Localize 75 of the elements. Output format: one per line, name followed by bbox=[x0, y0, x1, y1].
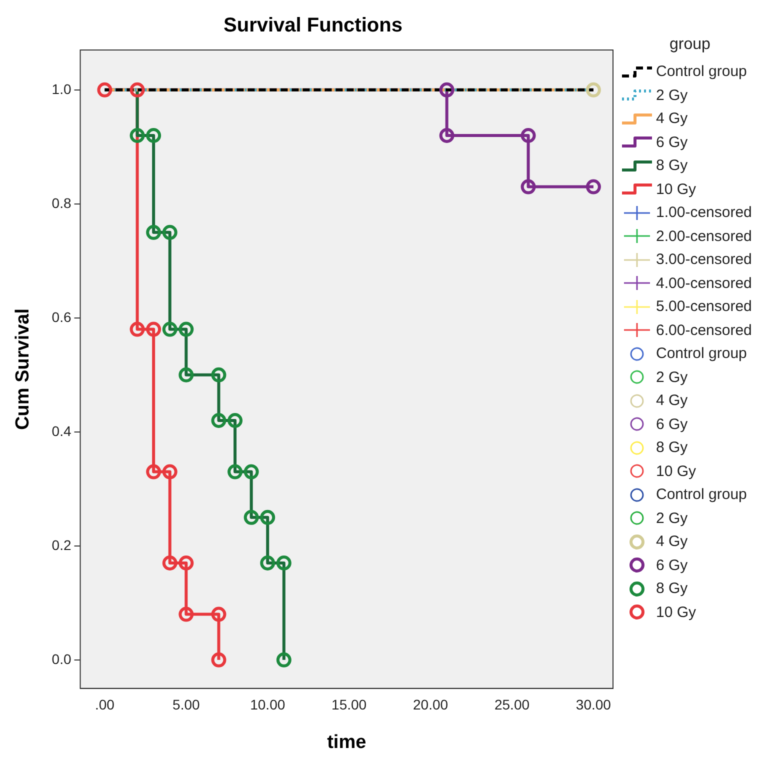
point bbox=[439, 82, 454, 98]
x-tick-label: 5.00 bbox=[172, 696, 200, 713]
point bbox=[130, 82, 145, 98]
x-tick-label: 30.00 bbox=[576, 696, 612, 713]
point bbox=[244, 464, 259, 480]
point bbox=[211, 413, 226, 428]
point bbox=[439, 128, 454, 143]
legend-label: 2 Gy bbox=[656, 368, 688, 386]
point bbox=[162, 556, 178, 570]
legend-label: 6.00-censored bbox=[656, 322, 752, 339]
legend-label: 10 Gy bbox=[656, 462, 696, 480]
point bbox=[211, 652, 226, 668]
point bbox=[162, 322, 178, 337]
legend-label: 10 Gy bbox=[656, 604, 696, 621]
legend-label: 2 Gy bbox=[656, 510, 688, 527]
legend-label: 8 Gy bbox=[656, 157, 688, 174]
point bbox=[146, 464, 162, 480]
point bbox=[178, 367, 194, 382]
legend-label: 4.00-censored bbox=[656, 274, 752, 292]
point bbox=[146, 224, 162, 240]
point bbox=[228, 464, 243, 480]
legend-label: 2 Gy bbox=[656, 86, 688, 104]
y-axis-title: Cum Survival bbox=[12, 308, 34, 430]
x-tick-label: 10.00 bbox=[250, 696, 286, 713]
point bbox=[178, 322, 194, 337]
point bbox=[586, 82, 601, 98]
point bbox=[260, 510, 276, 525]
legend-title: group bbox=[668, 36, 712, 54]
legend-label: 8 Gy bbox=[656, 439, 688, 456]
point bbox=[228, 413, 243, 428]
legend-label: 6 Gy bbox=[656, 416, 688, 433]
y-tick-label: 0.8 bbox=[52, 194, 72, 211]
legend-label: 10 Gy bbox=[656, 180, 696, 198]
point bbox=[146, 322, 162, 337]
point bbox=[130, 322, 145, 337]
point bbox=[211, 606, 226, 622]
point bbox=[520, 128, 536, 143]
legend-label: 1.00-censored bbox=[656, 204, 752, 222]
x-tick-label: 25.00 bbox=[494, 696, 530, 713]
point bbox=[276, 652, 292, 668]
point bbox=[244, 510, 259, 525]
point bbox=[162, 224, 178, 240]
legend-label: 3.00-censored bbox=[656, 251, 752, 268]
y-tick-label: 0.0 bbox=[52, 650, 72, 667]
y-tick-label: 1.0 bbox=[52, 80, 72, 97]
y-tick-label: 0.6 bbox=[52, 308, 72, 325]
legend-label: 2.00-censored bbox=[656, 228, 752, 245]
point bbox=[130, 128, 145, 143]
legend-label: 8 Gy bbox=[656, 580, 688, 598]
legend-label: 4 Gy bbox=[656, 533, 688, 550]
point bbox=[146, 128, 162, 143]
legend-label: 6 Gy bbox=[656, 556, 688, 574]
legend-label: Control group bbox=[656, 486, 747, 504]
y-tick-label: 0.2 bbox=[52, 536, 72, 553]
legend-label: 6 Gy bbox=[656, 134, 688, 151]
point bbox=[162, 464, 178, 480]
chart-title: Survival Functions bbox=[224, 14, 402, 37]
point bbox=[178, 556, 194, 570]
point bbox=[520, 179, 536, 194]
x-tick-label: 15.00 bbox=[332, 696, 367, 713]
legend-label: 4 Gy bbox=[656, 392, 688, 410]
point bbox=[260, 556, 276, 570]
point bbox=[276, 556, 292, 570]
legend-label: Control group bbox=[656, 63, 747, 80]
point bbox=[211, 367, 226, 382]
x-tick-label: 20.00 bbox=[413, 696, 448, 713]
point bbox=[97, 82, 112, 98]
legend-label: 4 Gy bbox=[656, 110, 688, 128]
legend-label: Control group bbox=[656, 345, 747, 362]
x-axis-title: time bbox=[327, 732, 366, 753]
point bbox=[178, 606, 194, 622]
x-tick-label: .00 bbox=[94, 696, 115, 713]
y-tick-label: 0.4 bbox=[52, 422, 72, 439]
point bbox=[586, 179, 601, 194]
legend-label: 5.00-censored bbox=[656, 298, 752, 316]
